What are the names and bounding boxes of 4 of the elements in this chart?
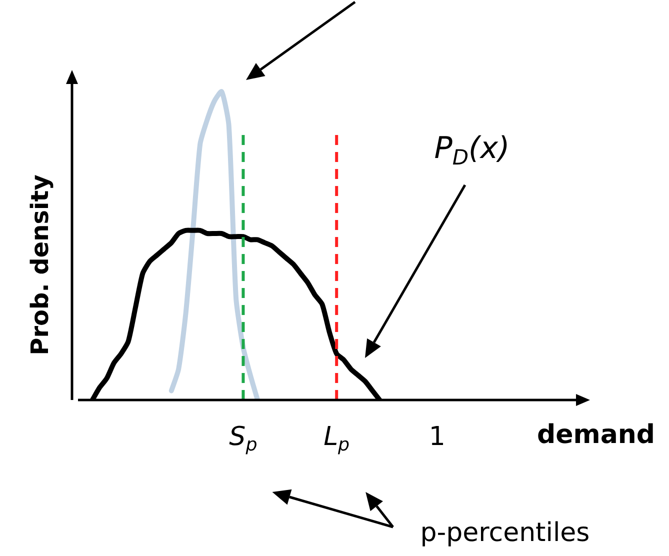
- text: p-percentiles: [420, 518, 590, 548]
- x-tick-label: 1: [428, 422, 446, 452]
- y-axis-title: Prob. density: [26, 174, 54, 356]
- x-axis-title: demand: [536, 420, 656, 450]
